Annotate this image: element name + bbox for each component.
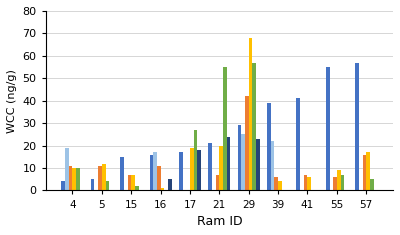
Bar (98, 166, 102, 191)
Bar (308, 177, 311, 191)
Bar (271, 141, 274, 191)
Bar (340, 175, 344, 191)
Bar (252, 63, 256, 191)
Bar (366, 152, 370, 191)
Bar (256, 139, 260, 191)
Bar (216, 175, 219, 191)
Bar (194, 130, 197, 191)
Bar (62, 181, 65, 191)
Bar (106, 181, 109, 191)
Bar (120, 157, 124, 191)
Bar (160, 188, 164, 191)
Bar (150, 155, 153, 191)
Bar (362, 155, 366, 191)
Bar (337, 170, 340, 191)
Bar (333, 177, 337, 191)
Bar (223, 67, 227, 191)
Bar (153, 152, 157, 191)
Bar (274, 177, 278, 191)
Bar (208, 143, 212, 191)
Y-axis label: WCC (ng/g): WCC (ng/g) (7, 69, 17, 133)
Bar (278, 181, 282, 191)
Bar (219, 146, 223, 191)
Bar (91, 179, 94, 191)
Bar (76, 168, 80, 191)
Bar (197, 150, 201, 191)
Bar (370, 179, 374, 191)
Bar (65, 148, 69, 191)
Bar (241, 134, 245, 191)
Bar (249, 38, 252, 191)
Bar (355, 63, 359, 191)
Bar (326, 67, 330, 191)
Bar (238, 125, 241, 191)
Bar (69, 166, 72, 191)
Bar (245, 96, 249, 191)
Bar (135, 186, 138, 191)
Bar (72, 168, 76, 191)
Bar (296, 98, 300, 191)
Bar (190, 148, 194, 191)
Bar (102, 164, 106, 191)
Bar (227, 137, 230, 191)
Bar (128, 175, 131, 191)
Bar (304, 175, 308, 191)
Bar (267, 103, 271, 191)
Bar (179, 152, 183, 191)
Bar (168, 179, 172, 191)
X-axis label: Ram ID: Ram ID (196, 215, 242, 228)
Bar (157, 166, 160, 191)
Bar (131, 175, 135, 191)
